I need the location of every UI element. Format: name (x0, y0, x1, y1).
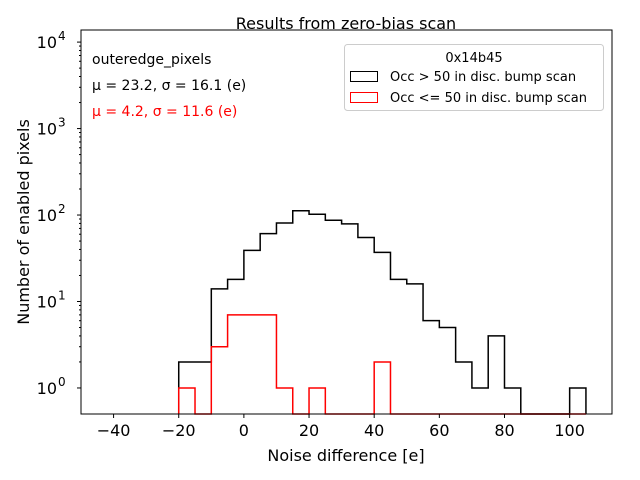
legend-label-0: Occ > 50 in disc. bump scan (390, 70, 576, 85)
y-tick-label: 10 (37, 379, 57, 398)
y-tick-label: 10 (37, 206, 57, 225)
x-tick-label: 20 (299, 421, 319, 440)
y-axis-label: Number of enabled pixels (14, 119, 33, 325)
y-tick-exponent: 0 (58, 375, 66, 389)
y-tick-exponent: 1 (58, 289, 66, 303)
y-tick-label: 10 (37, 293, 57, 312)
x-axis-label: Noise difference [e] (267, 446, 424, 465)
annotation-1: μ = 23.2, σ = 16.1 (e) (92, 78, 246, 94)
annotation-2: μ = 4.2, σ = 11.6 (e) (92, 104, 237, 120)
x-tick-label: −20 (162, 421, 196, 440)
x-tick-label: 60 (429, 421, 449, 440)
legend-box (344, 44, 604, 111)
y-tick-exponent: 2 (58, 202, 66, 216)
legend: 0x14b45 Occ > 50 in disc. bump scan Occ … (344, 44, 604, 111)
x-tick-label: 0 (239, 421, 249, 440)
y-tick-label: 10 (37, 33, 57, 52)
x-tick-label: 80 (494, 421, 514, 440)
histogram-series-0 (177, 210, 587, 415)
y-tick-label: 10 (37, 120, 57, 139)
y-tick-exponent: 4 (58, 29, 66, 43)
legend-swatch-red (350, 92, 378, 103)
x-tick-label: −40 (97, 421, 131, 440)
y-tick-exponent: 3 (58, 116, 66, 130)
histogram-series-1 (177, 314, 586, 415)
plot-frame (80, 29, 613, 415)
annotation-0: outeredge_pixels (92, 52, 211, 68)
chart-title: Results from zero-bias scan (236, 14, 456, 33)
legend-title: 0x14b45 (445, 51, 502, 66)
legend-swatch-black (350, 71, 378, 82)
legend-label-1: Occ <= 50 in disc. bump scan (390, 91, 587, 106)
x-tick-label: 40 (364, 421, 384, 440)
x-tick-label: 100 (554, 421, 585, 440)
